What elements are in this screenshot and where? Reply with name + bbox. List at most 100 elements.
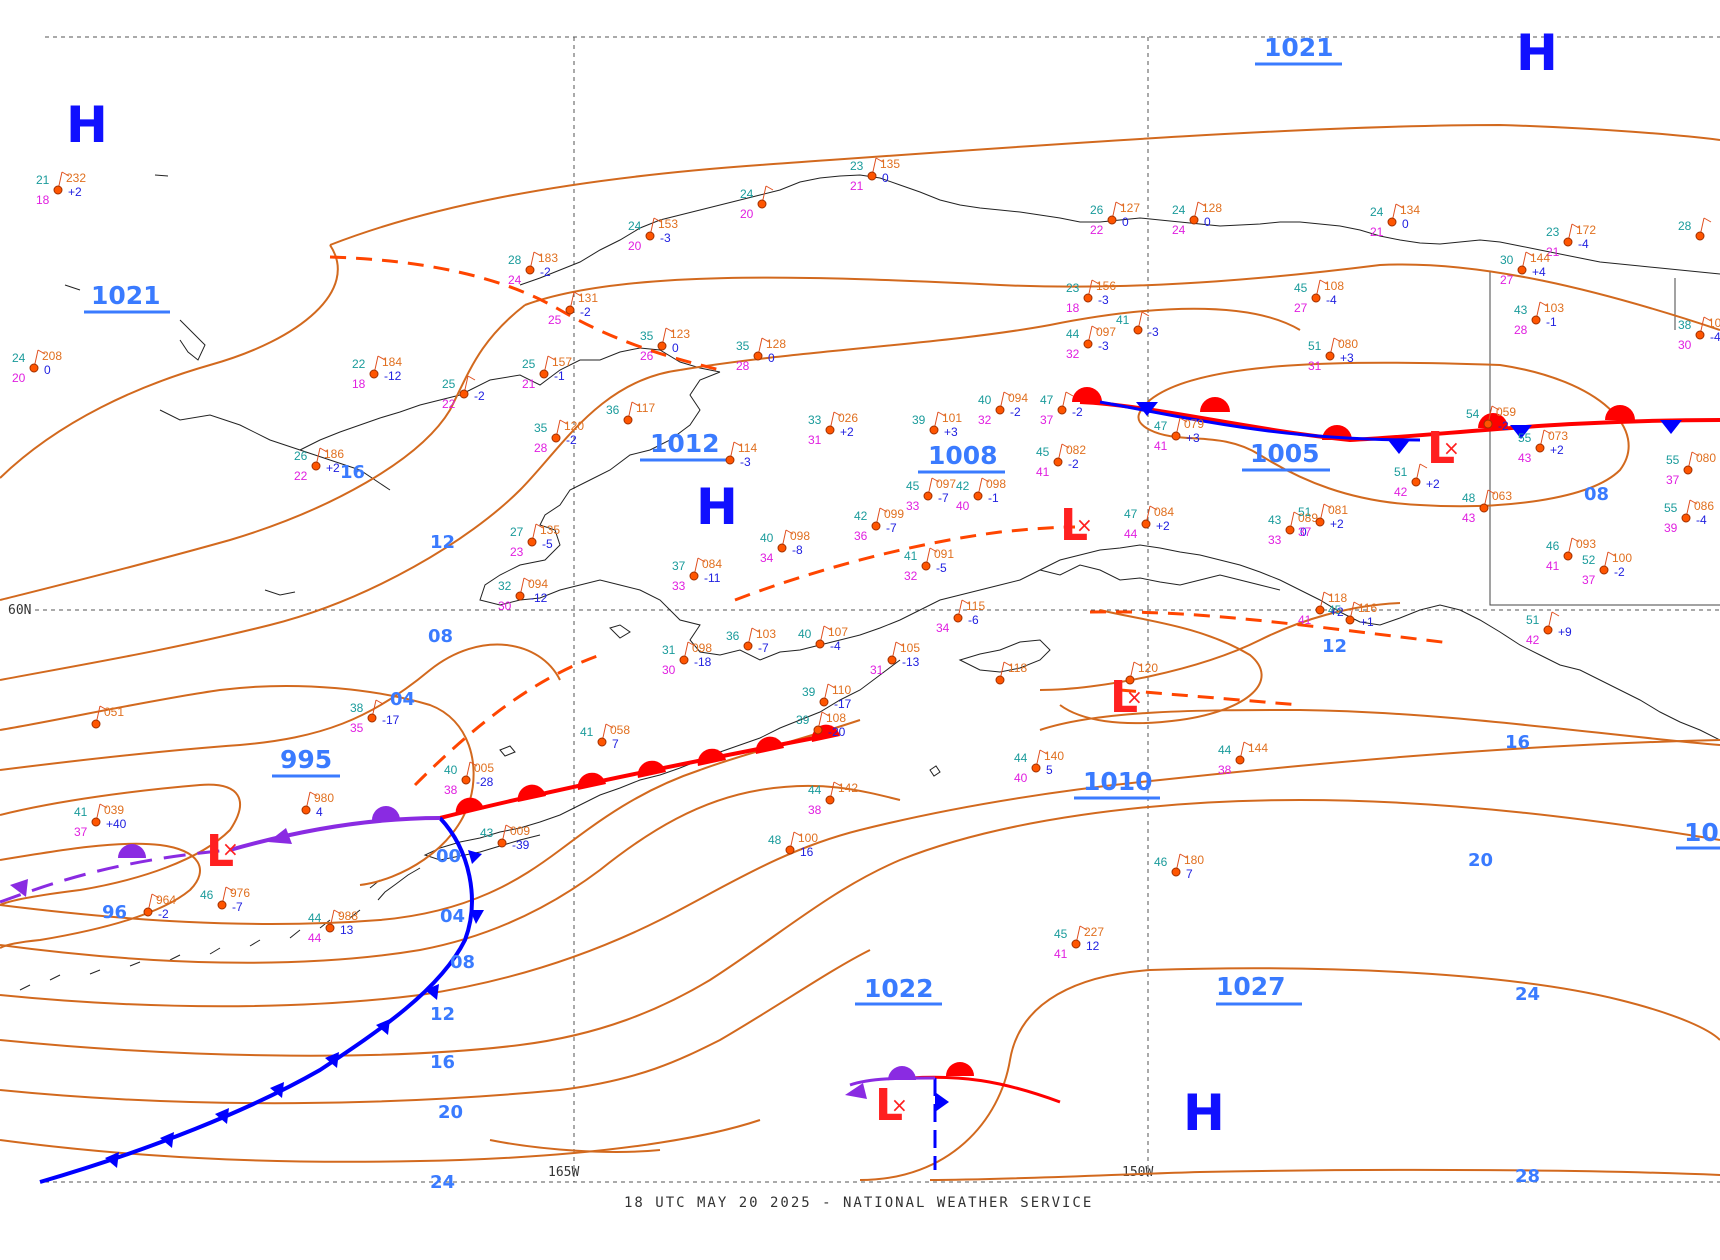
svg-text:L: L: [1427, 423, 1455, 474]
station-pressure-change: -20: [828, 725, 846, 739]
station-model: 45 116+1: [1328, 601, 1377, 629]
station-circle: [1315, 517, 1325, 527]
lat-label-60n: 60N: [8, 603, 31, 618]
station-model: 115 34 -6: [936, 599, 985, 635]
station-pressure: 131: [578, 291, 598, 305]
station-dewpoint: 43: [1462, 511, 1476, 525]
pressure-label: 10: [1676, 818, 1720, 850]
station-pressure-change: -3: [1098, 339, 1109, 353]
station-model: 51 080 31 +3: [1308, 337, 1358, 373]
station-temperature: 41: [74, 805, 88, 819]
station-pressure: 108: [826, 711, 846, 725]
wind-barb-flag: [981, 477, 990, 483]
station-circle: [1695, 330, 1705, 340]
station-dewpoint: 24: [508, 273, 522, 287]
station-model: 45 082 41 -2: [1036, 443, 1086, 479]
high-center: H: [1516, 24, 1558, 82]
station-pressure: 180: [1184, 853, 1204, 867]
contour-label: 12: [1322, 636, 1347, 657]
pressure-label: 1021: [1255, 33, 1342, 66]
low-center: L×: [1427, 423, 1460, 474]
station-pressure: 059: [1496, 405, 1516, 419]
map-footer: 18 UTC MAY 20 2025 - NATIONAL WEATHER SE…: [624, 1195, 1093, 1211]
station-circle: [1531, 315, 1541, 325]
station-model: 31 098 30 -18: [662, 641, 712, 677]
station-dewpoint: 34: [936, 621, 950, 635]
station-pressure: 157: [552, 355, 572, 369]
station-dewpoint: 21: [1370, 225, 1384, 239]
wind-barb-flag: [547, 355, 556, 361]
station-pressure-change: -1: [988, 491, 999, 505]
station-pressure: 063: [1492, 489, 1512, 503]
pressure-label: 1022: [855, 974, 942, 1006]
wind-barb-flag: [1319, 279, 1328, 285]
station-circle: [497, 838, 507, 848]
station-dewpoint: 31: [870, 663, 884, 677]
wind-barb-flag: [573, 291, 582, 297]
station-circle: [1315, 605, 1325, 615]
wind-barb-flag: [1691, 451, 1700, 457]
station-pressure: 172: [1576, 223, 1596, 237]
station-dewpoint: 37: [1666, 473, 1680, 487]
station-model: 41 -3: [1116, 311, 1159, 339]
station-temperature: 52: [1582, 553, 1596, 567]
station-circle: [301, 805, 311, 815]
wind-barb-flag: [1703, 217, 1712, 223]
station-dewpoint: 21: [1546, 245, 1560, 259]
wind-barb-flag: [151, 893, 160, 899]
wind-barb-flag: [761, 337, 770, 343]
station-model: 26 186 22 +2: [294, 447, 344, 483]
contour-label: 20: [1468, 850, 1493, 871]
station-dewpoint: 35: [350, 721, 364, 735]
isobars: [0, 123, 1720, 1181]
station-circle: [597, 737, 607, 747]
station-dewpoint: 28: [1514, 323, 1528, 337]
station-model: 37 084 33 -11: [672, 557, 722, 593]
station-dewpoint: 33: [906, 499, 920, 513]
wind-barb-flag: [1141, 311, 1150, 317]
station-pressure-change: -5: [936, 561, 947, 575]
station-model: 46 093 41: [1546, 537, 1596, 573]
station-temperature: 38: [350, 701, 364, 715]
station-circle: [1387, 217, 1397, 227]
station-pressure-change: 0: [44, 363, 51, 377]
svg-text:1012: 1012: [650, 429, 720, 458]
station-dewpoint: 30: [662, 663, 676, 677]
station-dewpoint: 40: [1014, 771, 1028, 785]
station-pressure: 140: [1044, 749, 1064, 763]
station-pressure-change: -2: [566, 433, 577, 447]
wind-barb-flag: [1115, 201, 1124, 207]
station-circle: [777, 543, 787, 553]
station-circle: [367, 713, 377, 723]
contour-label: 04: [390, 689, 415, 710]
station-dewpoint: 31: [808, 433, 822, 447]
coastlines: [19, 174, 1720, 991]
station-circle: [1345, 615, 1355, 625]
station-pressure-change: -5: [542, 537, 553, 551]
station-pressure: 080: [1338, 337, 1358, 351]
station-circle: [1311, 293, 1321, 303]
station-pressure: 186: [324, 447, 344, 461]
station-dewpoint: 41: [1154, 439, 1168, 453]
station-pressure: 183: [538, 251, 558, 265]
wind-barb-flag: [1571, 223, 1580, 229]
station-pressure-change: +1: [1360, 615, 1374, 629]
station-temperature: 45: [1294, 281, 1308, 295]
station-pressure: 089: [1298, 511, 1318, 525]
station-pressure: 988: [338, 909, 358, 923]
station-pressure-change: -12: [530, 591, 548, 605]
station-temperature: 48: [768, 833, 782, 847]
station-model: 964-2: [143, 893, 176, 921]
station-circle: [1057, 405, 1067, 415]
station-pressure: 103: [1544, 301, 1564, 315]
wind-barb-flag: [1353, 601, 1362, 607]
station-dewpoint: 22: [442, 397, 456, 411]
station-temperature: 25: [442, 377, 456, 391]
station-circle: [1031, 763, 1041, 773]
contour-label: 12: [430, 1004, 455, 1025]
station-temperature: 37: [672, 559, 686, 573]
station-pressure: 107: [828, 625, 848, 639]
station-temperature: 40: [978, 393, 992, 407]
station-circle: [91, 817, 101, 827]
station-pressure-change: -11: [704, 571, 721, 585]
